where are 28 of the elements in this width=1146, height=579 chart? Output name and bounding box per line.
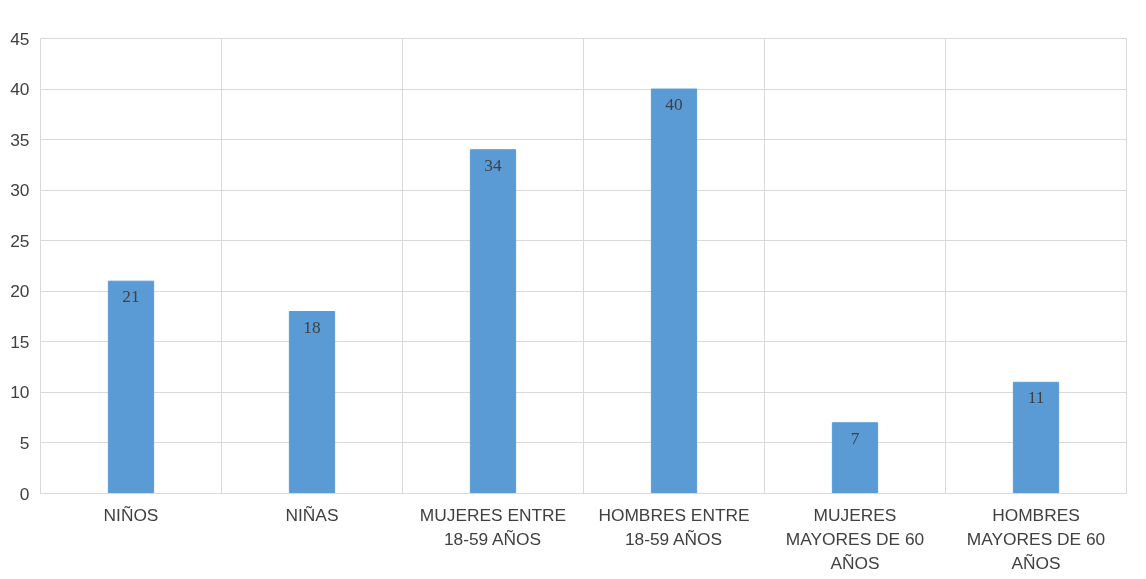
bar [1012,381,1060,494]
y-tick-label: 10 [10,382,30,403]
y-tick-label: 30 [10,180,30,201]
y-tick-label: 15 [10,331,30,352]
bar [288,311,336,494]
x-tick-label: NIÑOS [103,504,159,525]
bar [107,280,155,494]
x-tick-label: MUJERES ENTRE 18-59 AÑOS [419,504,567,549]
bar [831,422,879,494]
data-label: 21 [122,287,140,307]
bar [469,149,517,494]
y-tick-label: 25 [10,230,30,251]
data-label: 34 [484,155,502,175]
data-label: 40 [665,95,683,115]
y-tick-label: 35 [10,129,30,150]
x-tick-label: HOMBRES ENTRE 18-59 AÑOS [598,504,750,549]
y-tick-label: 5 [19,432,30,453]
data-label: 7 [850,428,860,448]
y-tick-label: 20 [10,281,30,302]
y-tick-label: 40 [10,79,30,100]
x-tick-label: HOMBRES MAYORES DE 60 AÑOS [966,504,1106,573]
data-label: 11 [1027,388,1045,408]
y-tick-label: 45 [10,28,30,49]
data-label: 18 [303,317,321,337]
bar [650,88,698,494]
x-tick-label: MUJERES MAYORES DE 60 AÑOS [785,504,925,573]
y-tick-label: 0 [19,483,30,504]
x-tick-label: NIÑAS [285,504,339,525]
